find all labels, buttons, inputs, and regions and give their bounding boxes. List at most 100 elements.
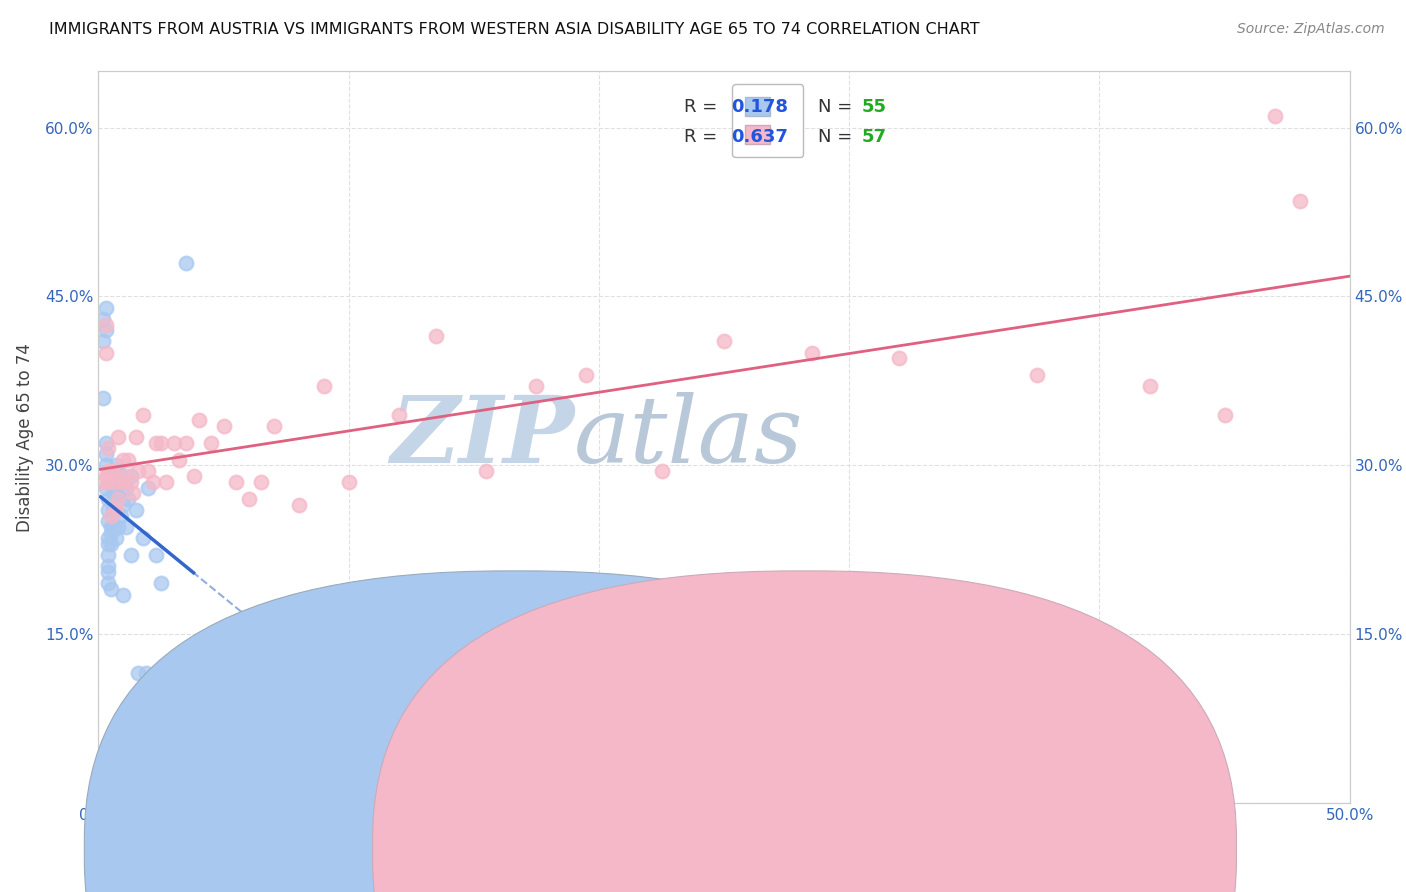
Point	[125, 503, 148, 517]
Point	[120, 475, 142, 489]
Point	[312, 379, 335, 393]
Point	[110, 475, 132, 489]
Point	[650, 464, 672, 478]
Point	[94, 301, 117, 315]
Point	[575, 368, 598, 383]
Point	[388, 408, 411, 422]
Point	[94, 447, 117, 461]
Text: N =: N =	[818, 98, 858, 117]
Point	[94, 318, 117, 332]
Point	[94, 435, 117, 450]
Point	[187, 413, 209, 427]
Point	[104, 532, 127, 546]
Point	[97, 491, 120, 506]
Point	[145, 548, 167, 562]
Point	[225, 475, 247, 489]
Point	[174, 435, 197, 450]
Point	[97, 475, 120, 489]
Point	[104, 458, 127, 473]
Point	[100, 525, 122, 540]
Point	[1288, 194, 1310, 208]
Text: N =: N =	[818, 128, 858, 145]
Point	[110, 508, 132, 523]
Point	[103, 464, 125, 478]
Point	[107, 464, 129, 478]
Point	[155, 475, 177, 489]
Point	[103, 503, 125, 517]
Point	[97, 464, 120, 478]
Point	[117, 452, 139, 467]
Point	[97, 548, 120, 562]
Point	[425, 672, 447, 686]
Point	[112, 475, 135, 489]
Point	[1264, 109, 1286, 123]
Point	[110, 475, 132, 489]
Point	[187, 655, 209, 669]
Point	[115, 520, 138, 534]
Text: 0.637: 0.637	[731, 128, 789, 145]
Point	[100, 520, 122, 534]
Point	[97, 565, 120, 579]
Point	[150, 435, 173, 450]
Point	[97, 503, 120, 517]
Point	[212, 418, 235, 433]
Point	[94, 323, 117, 337]
Point	[115, 469, 138, 483]
Point	[138, 481, 160, 495]
Point	[107, 491, 129, 506]
Point	[100, 582, 122, 596]
Point	[112, 588, 135, 602]
Point	[97, 515, 120, 529]
Point	[287, 498, 309, 512]
Point	[183, 469, 205, 483]
Point	[250, 475, 273, 489]
Point	[1139, 379, 1161, 393]
Y-axis label: Disability Age 65 to 74: Disability Age 65 to 74	[15, 343, 34, 532]
Point	[107, 520, 129, 534]
Point	[93, 334, 115, 349]
Text: Immigrants from Western Asia: Immigrants from Western Asia	[817, 842, 1062, 857]
Point	[94, 481, 117, 495]
Point	[132, 408, 155, 422]
Point	[167, 452, 190, 467]
Point	[100, 464, 122, 478]
Point	[94, 469, 117, 483]
Point	[889, 351, 911, 366]
Point	[112, 475, 135, 489]
Point	[162, 435, 184, 450]
Point	[125, 430, 148, 444]
Text: IMMIGRANTS FROM AUSTRIA VS IMMIGRANTS FROM WESTERN ASIA DISABILITY AGE 65 TO 74 : IMMIGRANTS FROM AUSTRIA VS IMMIGRANTS FR…	[49, 22, 980, 37]
Point	[138, 464, 160, 478]
Point	[115, 481, 138, 495]
Text: 57: 57	[862, 128, 887, 145]
Point	[524, 379, 547, 393]
Point	[263, 418, 285, 433]
Text: atlas: atlas	[574, 392, 803, 482]
Point	[1213, 408, 1236, 422]
Point	[122, 486, 145, 500]
Text: ZIP: ZIP	[389, 392, 574, 482]
Point	[112, 452, 135, 467]
Point	[132, 532, 155, 546]
Point	[238, 491, 260, 506]
Text: R =: R =	[685, 98, 723, 117]
Point	[713, 334, 735, 349]
Point	[174, 255, 197, 269]
Point	[97, 532, 120, 546]
Point	[93, 391, 115, 405]
Point	[104, 486, 127, 500]
Point	[200, 435, 222, 450]
Point	[97, 442, 120, 456]
Point	[97, 559, 120, 574]
Point	[93, 475, 115, 489]
Point	[120, 469, 142, 483]
Point	[150, 576, 173, 591]
Text: R =: R =	[685, 128, 723, 145]
Legend:   ,   : ,	[733, 84, 803, 157]
Point	[103, 486, 125, 500]
Point	[94, 458, 117, 473]
Point	[94, 345, 117, 359]
Point	[97, 537, 120, 551]
Point	[142, 678, 165, 692]
Point	[104, 503, 127, 517]
